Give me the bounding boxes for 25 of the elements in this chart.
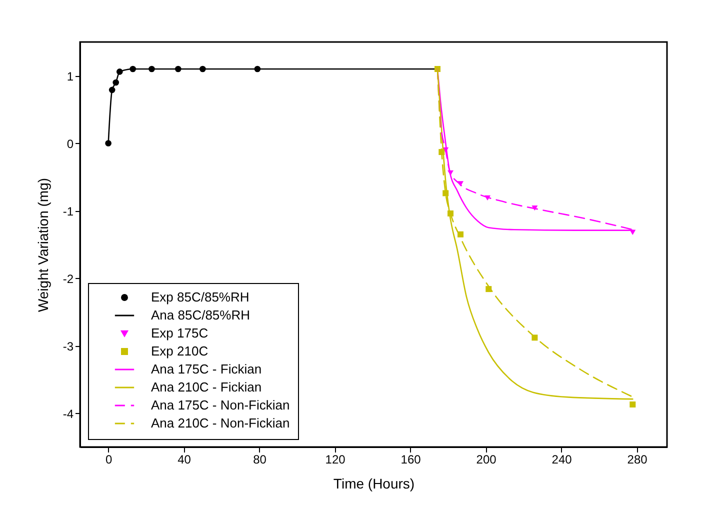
y-tick-label: -1 xyxy=(62,204,74,218)
legend-label: Exp 85C/85%RH xyxy=(151,290,250,304)
legend-label: Ana 210C - Non-Fickian xyxy=(151,416,290,430)
x-tick-label: 240 xyxy=(552,452,572,466)
x-axis-title: Time (Hours) xyxy=(333,476,415,492)
x-tick-label: 80 xyxy=(253,452,267,466)
x-tick-label: 40 xyxy=(178,452,192,466)
x-tick-label: 200 xyxy=(476,452,497,466)
legend-label: Ana 210C - Fickian xyxy=(151,380,262,394)
x-tick-label: 0 xyxy=(105,452,112,466)
y-tick-label: -2 xyxy=(62,272,74,286)
x-tick-label: 160 xyxy=(400,452,422,466)
legend-label: Ana 175C - Non-Fickian xyxy=(151,398,290,412)
x-tick-label: 280 xyxy=(627,452,648,466)
y-tick-label: 1 xyxy=(66,69,74,84)
y-tick-label: -4 xyxy=(62,406,74,421)
y-tick-label: 0 xyxy=(66,136,74,151)
x-tick-label: 120 xyxy=(325,452,346,466)
y-tick-label: -3 xyxy=(62,339,74,354)
point xyxy=(630,401,636,408)
legend-label: Ana 85C/85%RH xyxy=(151,308,250,322)
legend-label: Ana 175C - Fickian xyxy=(151,362,262,376)
legend-label: Exp 210C xyxy=(151,344,208,358)
y-axis-title: Weight Variation (mg) xyxy=(34,178,51,312)
legend-label: Exp 175C xyxy=(151,326,208,340)
